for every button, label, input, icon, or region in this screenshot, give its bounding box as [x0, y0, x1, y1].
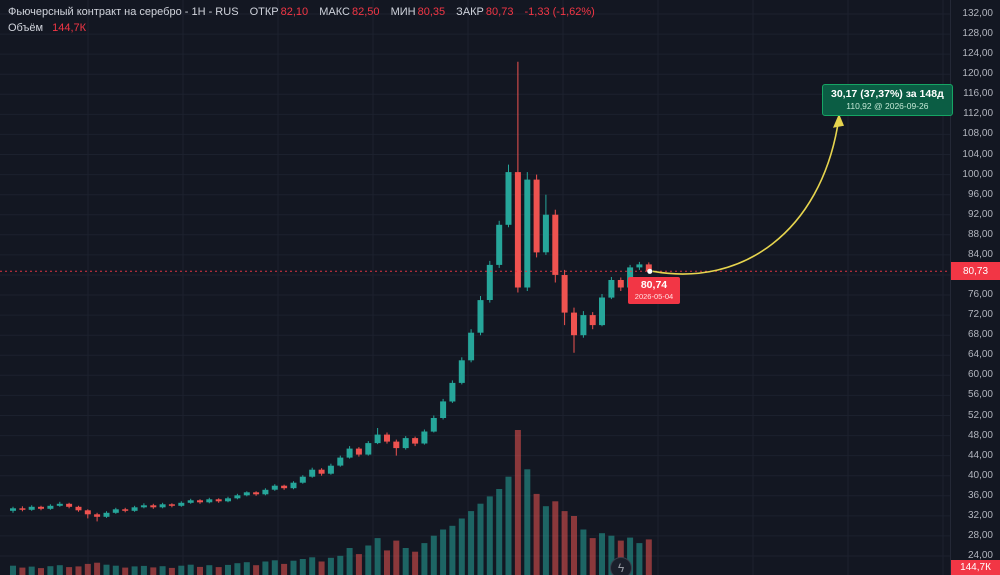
price-axis-label: 124,00: [962, 48, 993, 60]
high-value: 82,50: [351, 6, 380, 18]
open-label: ОТКР: [249, 6, 279, 18]
crosshair-price: 80,74: [640, 279, 668, 292]
projection-callout[interactable]: 30,17 (37,37%) за 148д 110,92 @ 2026-09-…: [822, 84, 953, 116]
crosshair-tooltip: 80,74 2026-05-04: [627, 277, 681, 305]
price-axis-label: 24,00: [967, 550, 993, 561]
price-axis-label: 48,00: [967, 429, 993, 441]
close-value: 80,73: [485, 6, 514, 18]
price-axis-label: 104,00: [962, 148, 993, 160]
price-axis-label: 128,00: [962, 28, 993, 40]
high-label: МАКС: [319, 6, 350, 18]
volume-value: 144,7К: [52, 22, 87, 34]
open-value: 82,10: [280, 6, 309, 18]
last-price-badge: 80,73: [951, 262, 1000, 281]
symbol-title[interactable]: Фьючерсный контракт на серебро - 1Н - RU…: [8, 6, 239, 18]
price-axis-label: 84,00: [967, 248, 993, 260]
price-axis-label: 60,00: [967, 369, 993, 381]
price-axis-label: 28,00: [967, 529, 993, 541]
low-value: 80,35: [417, 6, 446, 18]
price-axis-label: 44,00: [967, 449, 993, 461]
projection-change: 30,17 (37,37%) за 148д: [831, 88, 944, 100]
price-axis-label: 100,00: [962, 168, 993, 180]
volume-label[interactable]: Объём: [8, 22, 44, 34]
price-axis-label: 96,00: [967, 188, 993, 200]
price-axis-label: 52,00: [967, 409, 993, 421]
price-axis-label: 40,00: [967, 469, 993, 481]
price-axis-label: 120,00: [962, 68, 993, 80]
price-axis-label: 92,00: [967, 208, 993, 220]
price-axis-label: 116,00: [963, 88, 993, 100]
price-axis-label: 76,00: [967, 289, 993, 300]
lightning-icon[interactable]: ϟ: [610, 557, 632, 575]
change-value: -1,33 (-1,62%): [524, 6, 595, 18]
symbol-legend: Фьючерсный контракт на серебро - 1Н - RU…: [8, 6, 595, 18]
price-axis-label: 108,00: [962, 128, 993, 140]
price-axis-label: 132,00: [962, 8, 993, 19]
lightning-glyph: ϟ: [617, 561, 625, 575]
price-axis-label: 64,00: [967, 349, 993, 361]
projection-target: 110,92 @ 2026-09-26: [846, 101, 929, 111]
price-axis-label: 88,00: [967, 228, 993, 240]
low-label: МИН: [390, 6, 416, 18]
close-label: ЗАКР: [456, 6, 484, 18]
price-axis-label: 112,00: [963, 108, 993, 120]
volume-badge: 144,7К: [951, 560, 1000, 575]
price-axis-label: 56,00: [967, 389, 993, 401]
price-axis-label: 32,00: [967, 509, 993, 521]
volume-legend: Объём 144,7К: [8, 22, 86, 34]
price-axis-label: 72,00: [967, 309, 993, 321]
price-axis-label: 36,00: [967, 489, 993, 501]
price-axis[interactable]: 24,00 28,00 32,00 36,00 40,00 44,00 48,00 52,00…: [950, 0, 1000, 575]
crosshair-date: 2026-05-04: [634, 292, 674, 302]
price-axis-label: 68,00: [967, 329, 993, 341]
